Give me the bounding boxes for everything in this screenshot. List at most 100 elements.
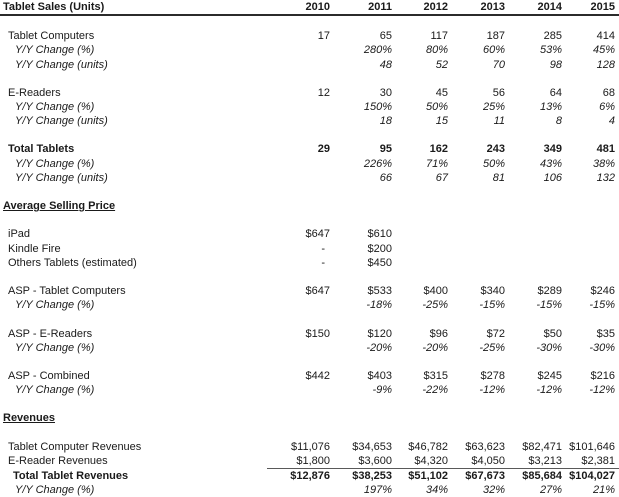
cell-value [509, 270, 566, 284]
row-label: Y/Y Change (%) [15, 101, 95, 114]
cell-value [509, 199, 566, 213]
cell-value: -18% [366, 299, 392, 312]
cell-value [396, 355, 452, 369]
cell-value: 53% [539, 44, 562, 57]
cell-value: $101,646 [569, 440, 615, 453]
cell-value: -12% [479, 384, 505, 397]
cell-value: 15 [435, 115, 448, 128]
cell-value: $11,076 [291, 440, 330, 453]
cell-value [396, 312, 452, 326]
cell-value [566, 426, 619, 440]
cell-value: -15% [536, 299, 562, 312]
cell-value: $610 [367, 228, 392, 241]
cell-value [334, 185, 396, 199]
table-row [0, 270, 619, 284]
cell-value: -15% [589, 299, 615, 312]
cell-value [396, 213, 452, 227]
cell-value: $104,027 [569, 469, 615, 482]
cell-value: $120 [367, 327, 392, 340]
cell-value: 32% [482, 483, 505, 496]
cell-value [566, 72, 619, 86]
table-row [0, 185, 619, 199]
row-label: Total Tablets [8, 143, 75, 156]
cell-value: $96 [429, 327, 448, 340]
cell-value [509, 227, 566, 241]
year-header-2012: 2012 [423, 1, 448, 13]
cell-value: $85,684 [522, 469, 562, 482]
cell-value [396, 72, 452, 86]
cell-value [452, 185, 509, 199]
cell-value: 50% [482, 157, 505, 170]
cell-value: 45 [435, 86, 448, 99]
cell-value [509, 185, 566, 199]
row-label [0, 312, 267, 326]
cell-value: $2,381 [566, 453, 619, 469]
cell-value [509, 256, 566, 270]
cell-value: 226% [363, 157, 392, 170]
cell-value: $72 [486, 327, 505, 340]
cell-value [452, 256, 509, 270]
year-header-2015: 2015 [590, 1, 615, 13]
table-row: Y/Y Change (%) -18% -25% -15% -15% -15% [0, 298, 619, 312]
cell-value [566, 128, 619, 142]
cell-value [334, 312, 396, 326]
cell-value: 45% [592, 44, 615, 57]
cell-value [267, 157, 334, 171]
cell-value: $35 [596, 327, 615, 340]
cell-value [566, 227, 619, 241]
cell-value: 56 [492, 86, 505, 99]
table-row: Tablet Computers 17 65 117 187 285 414 [0, 29, 619, 43]
cell-value: $82,471 [522, 440, 562, 453]
cell-value [267, 185, 334, 199]
cell-value [509, 312, 566, 326]
table-row: Tablet Computer Revenues $11,076 $34,653 $4… [0, 440, 619, 454]
cell-value: 29 [317, 143, 330, 156]
row-label: Y/Y Change (units) [15, 115, 108, 128]
cell-value: $46,782 [408, 440, 448, 453]
row-label [0, 213, 267, 227]
header-row: Tablet Sales (Units) 2010 2011 2012 2013… [0, 0, 619, 15]
cell-value: $400 [423, 285, 448, 298]
cell-value: 43% [539, 157, 562, 170]
cell-value [509, 128, 566, 142]
cell-value: 18 [379, 115, 392, 128]
cell-value [509, 355, 566, 369]
cell-value [566, 397, 619, 411]
cell-value: 98 [549, 58, 562, 71]
cell-value [267, 355, 334, 369]
cell-value: 95 [379, 143, 392, 156]
row-label [0, 72, 267, 86]
cell-value: $533 [367, 285, 392, 298]
cell-value: 60% [482, 44, 505, 57]
cell-value [267, 426, 334, 440]
cell-value [267, 397, 334, 411]
table-row: Y/Y Change (%) 280% 80% 60% 53% 45% [0, 43, 619, 57]
cell-value [566, 185, 619, 199]
cell-value: $150 [305, 327, 330, 340]
cell-value [452, 199, 509, 213]
cell-value [509, 15, 566, 29]
cell-value [566, 312, 619, 326]
row-label: E-Reader Revenues [8, 455, 108, 468]
cell-value: -20% [366, 341, 392, 354]
cell-value: -25% [479, 341, 505, 354]
cell-value: 481 [596, 143, 615, 156]
cell-value: 285 [543, 30, 562, 43]
cell-value [267, 114, 334, 128]
cell-value: $289 [537, 285, 562, 298]
cell-value: 11 [493, 115, 505, 128]
cell-value: 71% [425, 157, 448, 170]
cell-value: $442 [305, 369, 330, 382]
cell-value [267, 128, 334, 142]
cell-value: 48 [379, 58, 392, 71]
table-row: Y/Y Change (units) 18 15 11 8 4 [0, 114, 619, 128]
cell-value [267, 383, 334, 397]
cell-value: -15% [479, 299, 505, 312]
cell-value: $3,213 [509, 453, 566, 469]
cell-value: 6% [599, 101, 615, 114]
cell-value [267, 270, 334, 284]
cell-value [396, 128, 452, 142]
cell-value [334, 128, 396, 142]
row-label: Tablet Computer Revenues [8, 440, 142, 453]
cell-value: - [321, 256, 325, 269]
